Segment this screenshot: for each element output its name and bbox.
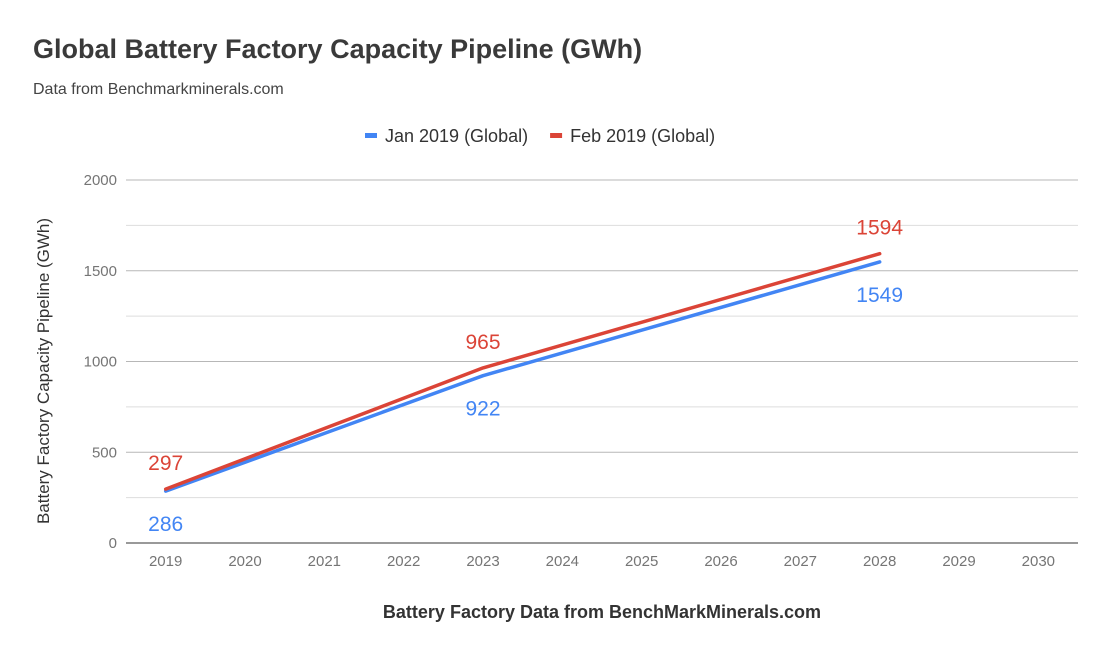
series-line-2 xyxy=(163,251,882,491)
x-tick-label: 2026 xyxy=(704,553,737,570)
x-tick-label: 2030 xyxy=(1022,553,1055,570)
data-labels: 286 922 1549 297 965 1594 xyxy=(148,217,903,536)
chart-subtitle: Data from Benchmarkminerals.com xyxy=(33,81,284,98)
y-tick-label: 1000 xyxy=(84,354,117,371)
y-tick-label: 500 xyxy=(92,444,117,461)
legend-label: Feb 2019 (Global) xyxy=(570,126,715,146)
x-tick-label: 2028 xyxy=(863,553,896,570)
data-label: 965 xyxy=(465,331,500,354)
y-tick-label: 2000 xyxy=(84,172,117,189)
x-tick-label: 2022 xyxy=(387,553,420,570)
legend-swatch xyxy=(365,133,377,138)
x-axis-ticks: 2019 2020 2021 2022 2023 2024 2025 2026 2027 2028… xyxy=(149,553,1055,570)
x-tick-label: 2023 xyxy=(466,553,499,570)
y-tick-label: 1500 xyxy=(84,263,117,280)
x-tick-label: 2027 xyxy=(784,553,817,570)
legend: Jan 2019 (Global) Feb 2019 (Global) xyxy=(365,126,715,146)
series-line-1 xyxy=(163,260,882,493)
x-tick-label: 2029 xyxy=(942,553,975,570)
chart-title: Global Battery Factory Capacity Pipeline… xyxy=(33,34,643,64)
series-lines xyxy=(163,251,882,493)
x-tick-label: 2021 xyxy=(308,553,341,570)
data-label: 1549 xyxy=(856,284,903,307)
x-axis-title: Battery Factory Data from BenchMarkMiner… xyxy=(383,602,821,622)
legend-swatch xyxy=(550,133,563,138)
data-label: 297 xyxy=(148,452,183,475)
data-label: 286 xyxy=(148,513,183,536)
y-axis-ticks: 0 500 1000 1500 2000 xyxy=(84,172,117,552)
y-axis-title: Battery Factory Capacity Pipeline (GWh) xyxy=(34,218,53,524)
gridlines xyxy=(126,179,1078,544)
y-tick-label: 0 xyxy=(109,535,117,552)
x-tick-label: 2025 xyxy=(625,553,658,570)
data-label: 1594 xyxy=(856,217,903,240)
data-label: 922 xyxy=(465,398,500,421)
x-tick-label: 2020 xyxy=(228,553,261,570)
x-tick-label: 2019 xyxy=(149,553,182,570)
legend-label: Jan 2019 (Global) xyxy=(385,126,528,146)
x-tick-label: 2024 xyxy=(546,553,579,570)
